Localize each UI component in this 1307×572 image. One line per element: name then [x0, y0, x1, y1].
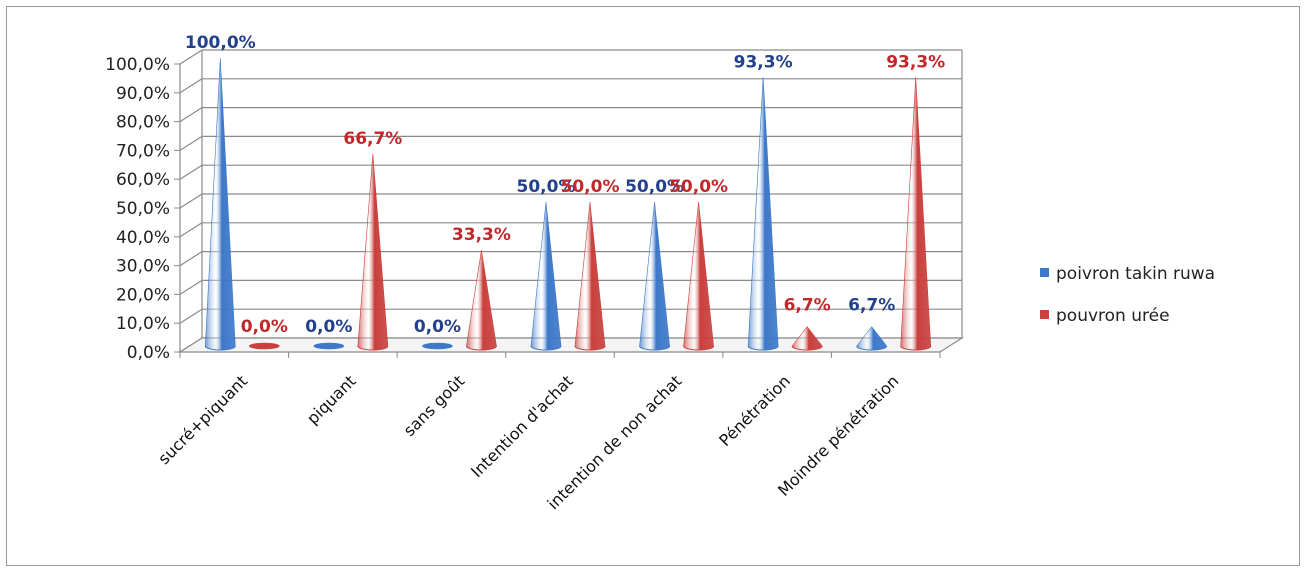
- y-tick-label: 80,0%: [116, 113, 170, 133]
- data-label-moindre-penetration-pouvron-uree: 93,3%: [886, 52, 945, 72]
- side-gridline: [179, 164, 203, 180]
- side-gridline: [179, 135, 203, 151]
- data-label-intention-d-achat-pouvron-uree: 50,0%: [561, 177, 620, 197]
- legend-label: poivron takin ruwa: [1056, 264, 1215, 284]
- y-tick-label: 90,0%: [116, 84, 170, 104]
- y-tick-label: 10,0%: [116, 314, 170, 334]
- data-label-intention-de-non-achat-poivron-takin-ruwa: 50,0%: [625, 177, 684, 197]
- x-tick-label-penetration: Pénétration: [715, 371, 794, 450]
- cone-intention-de-non-achat-pouvron-uree: [683, 201, 715, 351]
- cone-intention-d-achat-poivron-takin-ruwa: [530, 201, 562, 351]
- data-label-intention-d-achat-poivron-takin-ruwa: 50,0%: [517, 177, 576, 197]
- data-label-penetration-pouvron-uree: 6,7%: [784, 296, 831, 316]
- y-tick-labels: 0,0% 10,0% 20,0% 30,0% 40,0% 50,0% 60,0% 70,0% 8…: [105, 55, 170, 363]
- legend-item-poivron-takin-ruwa: poivron takin ruwa: [1040, 264, 1215, 284]
- x-tick-label-intention-d-achat: Intention d'achat: [467, 371, 577, 481]
- y-tick-label: 40,0%: [116, 228, 170, 248]
- cone-intention-de-non-achat-poivron-takin-ruwa: [639, 201, 671, 351]
- data-label-intention-de-non-achat-pouvron-uree: 50,0%: [669, 177, 728, 197]
- side-gridline: [179, 107, 203, 123]
- cone-sucre-piquant-pouvron-uree: [248, 342, 280, 350]
- y-tick-label: 20,0%: [116, 285, 170, 305]
- chart-floor: [177, 337, 965, 353]
- legend-swatch: [1040, 310, 1049, 319]
- data-label-piquant-pouvron-uree: 66,7%: [343, 129, 402, 149]
- x-tick-label-sucre-piquant: sucré+piquant: [154, 371, 251, 468]
- data-label-sans-gout-poivron-takin-ruwa: 0,0%: [414, 317, 461, 337]
- data-label-sucre-piquant-pouvron-uree: 0,0%: [241, 317, 288, 337]
- y-tick-label: 0,0%: [127, 343, 170, 363]
- cone-piquant-pouvron-uree: [357, 153, 389, 351]
- cone-sans-gout-poivron-takin-ruwa: [422, 342, 453, 350]
- cone-moindre-penetration-poivron-takin-ruwa: [856, 326, 888, 351]
- y-tick-label: 60,0%: [116, 170, 170, 190]
- cone-piquant-poivron-takin-ruwa: [313, 342, 345, 350]
- side-gridline: [179, 222, 203, 238]
- gridlines: [179, 49, 963, 353]
- y-tick-label: 70,0%: [116, 141, 170, 161]
- legend-swatch: [1040, 268, 1049, 277]
- y-tick-label: 30,0%: [116, 257, 170, 277]
- cone-intention-d-achat-pouvron-uree: [574, 201, 606, 351]
- x-tick-label-sans-gout: sans goût: [400, 371, 469, 440]
- cone-moindre-penetration-pouvron-uree: [900, 77, 932, 351]
- legend: poivron takin ruwa pouvron urée: [1040, 264, 1215, 326]
- cone-penetration-pouvron-uree: [791, 326, 823, 351]
- side-gridline: [179, 193, 203, 209]
- side-gridline: [179, 251, 203, 267]
- y-tick-label: 50,0%: [116, 199, 170, 219]
- x-tick-label-piquant: piquant: [303, 371, 360, 428]
- side-gridline: [179, 78, 203, 94]
- data-label-sucre-piquant-poivron-takin-ruwa: 100,0%: [185, 33, 256, 53]
- data-label-penetration-poivron-takin-ruwa: 93,3%: [734, 52, 793, 72]
- cones: [204, 57, 932, 351]
- y-tick-label: 100,0%: [105, 55, 170, 75]
- data-label-sans-gout-pouvron-uree: 33,3%: [452, 225, 511, 245]
- side-gridline: [179, 49, 203, 65]
- data-label-moindre-penetration-poivron-takin-ruwa: 6,7%: [848, 296, 895, 316]
- data-labels: 100,0%0,0% 0,0%66,7%0,0%33,3%50,0%50,0% 50…: [185, 33, 945, 337]
- data-label-piquant-poivron-takin-ruwa: 0,0%: [305, 317, 352, 337]
- x-tick-label-moindre-penetration: Moindre pénétration: [774, 371, 903, 500]
- side-gridline: [179, 279, 203, 295]
- cone-penetration-poivron-takin-ruwa: [747, 77, 779, 351]
- cone-sans-gout-pouvron-uree: [465, 250, 497, 351]
- legend-label: pouvron urée: [1056, 306, 1170, 326]
- side-gridline: [179, 308, 203, 324]
- legend-item-pouvron-uree: pouvron urée: [1040, 306, 1170, 326]
- cone-sucre-piquant-poivron-takin-ruwa: [204, 57, 236, 351]
